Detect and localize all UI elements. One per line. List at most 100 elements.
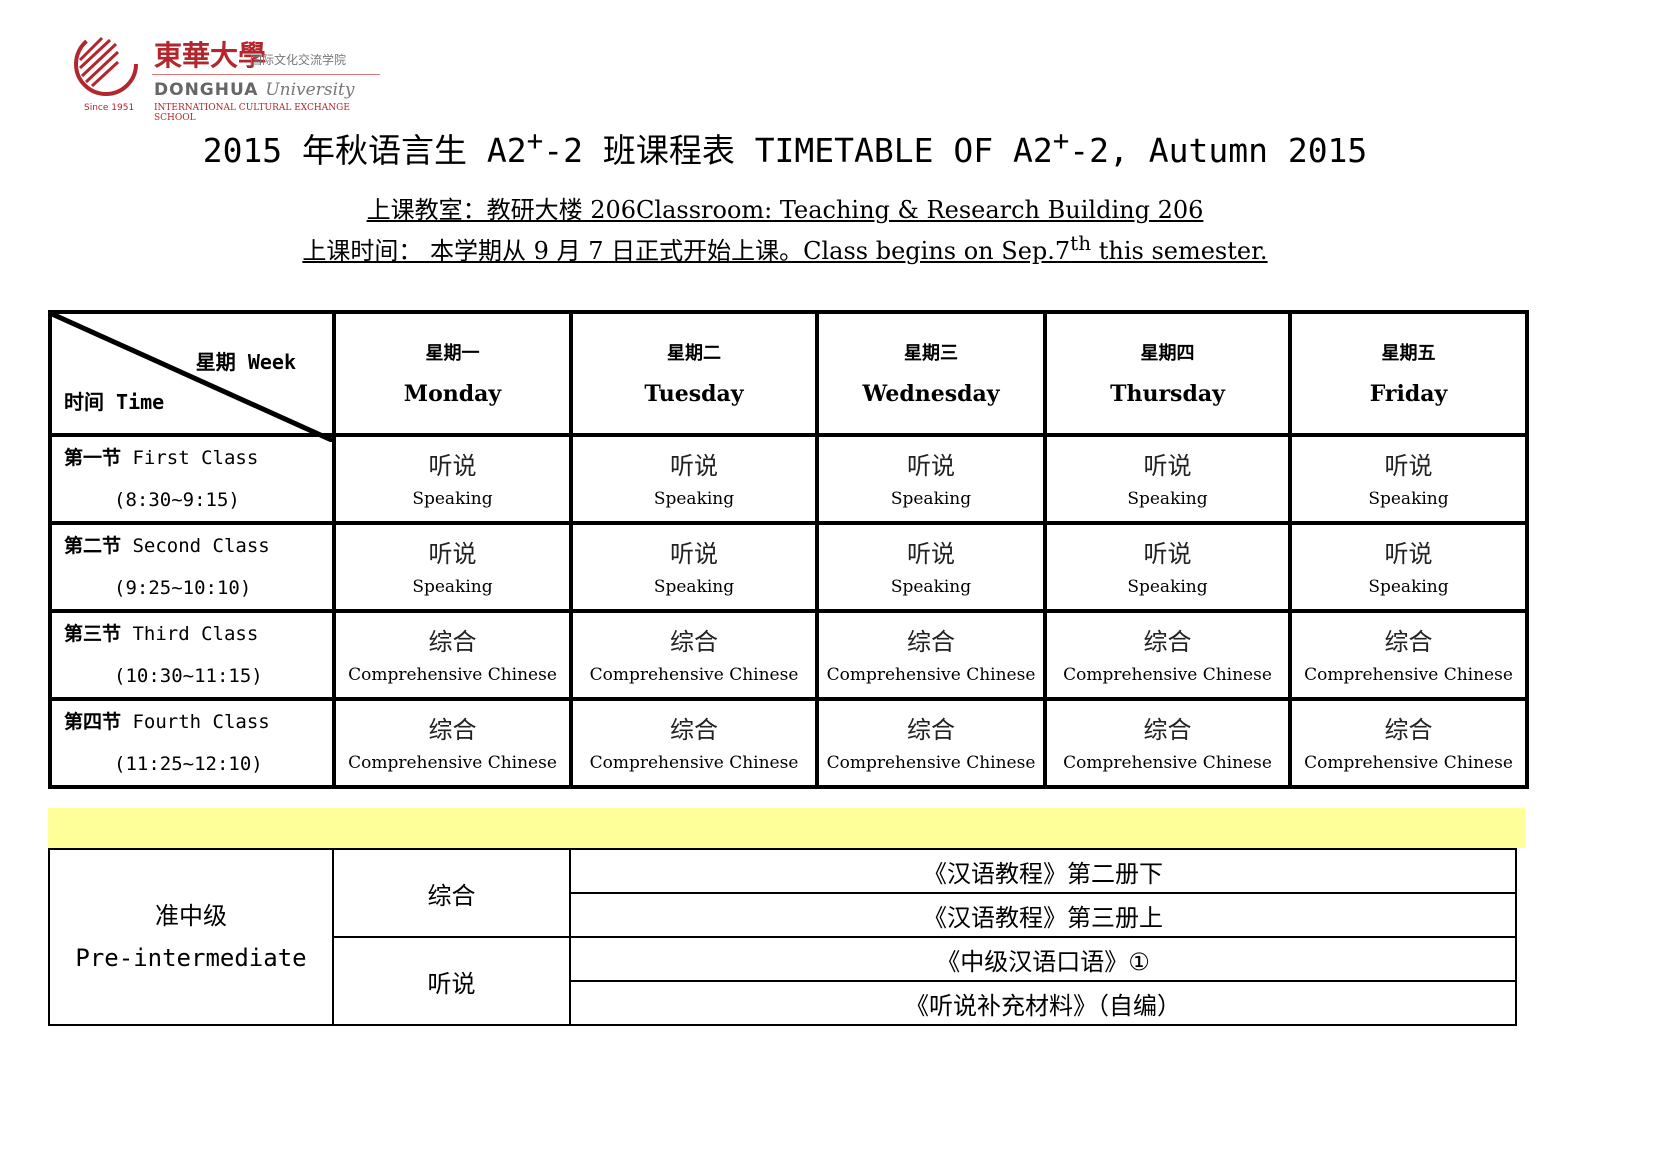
- textbook-cell: 《中级汉语口语》①: [569, 936, 1517, 982]
- corner-cell: 星期 Week 时间 Time: [48, 310, 336, 442]
- period-en: Third Class: [132, 623, 259, 645]
- textbook-cell: 《听说补充材料》（自编）: [569, 980, 1517, 1026]
- period-row: 第四节 Fourth Class (11:25~12:10) 综合 Comprehen…: [48, 697, 1529, 789]
- start-date-line: 上课时间： 本学期从 9 月 7 日正式开始上课。Class begins on…: [0, 231, 1570, 266]
- donghua-logo: Since 1951 東華大學 国际文化交流学院 DONGHUA Univers…: [72, 30, 392, 123]
- course-cn: 综合: [428, 716, 477, 744]
- day-cn: 星期一: [425, 342, 480, 364]
- course-cell: 综合 Comprehensive Chinese: [1288, 609, 1529, 701]
- course-cn: 听说: [1143, 540, 1192, 568]
- period-en: Fourth Class: [132, 711, 270, 733]
- period-label: 第三节 Third Class (10:30~11:15): [48, 609, 336, 701]
- day-en: Monday: [403, 380, 502, 407]
- start-sup: th: [1070, 231, 1092, 255]
- course-cell: 综合 Comprehensive Chinese: [1043, 609, 1292, 701]
- diagonal-line: [52, 314, 336, 442]
- course-cell: 综合 Comprehensive Chinese: [569, 697, 819, 789]
- classroom-text: 上课教室：教研大楼 206Classroom: Teaching & Resea…: [366, 196, 1204, 224]
- day-en: Friday: [1369, 380, 1448, 407]
- logo-school: INTERNATIONAL CULTURAL EXCHANGE SCHOOL: [154, 103, 350, 123]
- header-row: 星期 Week 时间 Time 星期一 Monday 星期二 Tuesday 星期三…: [48, 310, 1529, 442]
- timetable: 星期 Week 时间 Time 星期一 Monday 星期二 Tuesday 星期三…: [48, 310, 1529, 789]
- course-cn: 听说: [907, 540, 955, 568]
- textbook-table: 准中级 Pre-intermediate 综合 《汉语教程》第二册下 《汉语教程》…: [48, 848, 1517, 1026]
- period-label: 第二节 Second Class (9:25~10:10): [48, 521, 336, 613]
- course-en: Speaking: [1368, 489, 1449, 509]
- logo-donghua: DONGHUA: [154, 80, 259, 100]
- university-emblem-icon: [74, 32, 138, 96]
- course-en: Comprehensive Chinese: [589, 753, 799, 773]
- title-sup: +: [526, 125, 544, 157]
- textbook-row: 《听说补充材料》（自编）: [49, 980, 1517, 1026]
- course-cn: 听说: [1384, 540, 1433, 568]
- course-en: Comprehensive Chinese: [1304, 665, 1513, 685]
- course-cn: 综合: [1384, 716, 1433, 744]
- title-part: -2 班课程表 TIMETABLE OF A2: [543, 131, 1053, 170]
- logo-divider: [152, 74, 380, 75]
- period-time: (11:25~12:10): [114, 753, 263, 775]
- course-en: Comprehensive Chinese: [589, 665, 799, 685]
- textbook-cell: 《汉语教程》第二册下: [569, 848, 1517, 894]
- course-cn: 综合: [1384, 628, 1433, 656]
- course-en: Speaking: [890, 577, 972, 597]
- title-sup: +: [1052, 125, 1070, 157]
- day-cn: 星期五: [1381, 342, 1436, 364]
- day-header: 星期二 Tuesday: [569, 310, 819, 437]
- course-en: Comprehensive Chinese: [826, 753, 1036, 773]
- course-en: Comprehensive Chinese: [348, 665, 557, 685]
- course-cell: 综合: [332, 848, 571, 938]
- course-cn: 综合: [907, 628, 955, 656]
- course-en: Speaking: [1368, 577, 1449, 597]
- day-header: 星期五 Friday: [1288, 310, 1529, 437]
- period-cn: 第二节: [64, 535, 122, 557]
- day-cn: 星期三: [904, 342, 958, 364]
- course-cell: 听说 Speaking: [332, 521, 573, 613]
- logo-en-name: DONGHUA University: [154, 80, 354, 100]
- course-cn: 听说: [670, 540, 718, 568]
- course-en: Comprehensive Chinese: [348, 753, 557, 773]
- course-cell: 综合 Comprehensive Chinese: [815, 697, 1047, 789]
- course-cell: 听说 Speaking: [1043, 433, 1292, 525]
- course-cell: 听说: [332, 936, 571, 1026]
- period-time: (9:25~10:10): [114, 577, 252, 599]
- period-label: 第四节 Fourth Class (11:25~12:10): [48, 697, 336, 789]
- period-time: (8:30~9:15): [114, 489, 240, 511]
- course-cn: 听说: [428, 540, 477, 568]
- classroom-line: 上课教室：教研大楼 206Classroom: Teaching & Resea…: [0, 190, 1570, 225]
- course-en: Speaking: [653, 489, 735, 509]
- day-cn: 星期四: [1140, 342, 1195, 364]
- period-cn: 第四节: [64, 711, 122, 733]
- course-cell: 综合 Comprehensive Chinese: [1288, 697, 1529, 789]
- course-cn: 综合: [428, 628, 477, 656]
- day-en: Tuesday: [644, 380, 744, 407]
- course-en: Comprehensive Chinese: [826, 665, 1036, 685]
- course-en: Speaking: [1127, 577, 1208, 597]
- period-row: 第二节 Second Class (9:25~10:10) 听说 Speaking 听说…: [48, 521, 1529, 613]
- course-cn: 综合: [670, 628, 718, 656]
- period-en: Second Class: [132, 535, 270, 557]
- period-cn: 第一节: [64, 447, 122, 469]
- course-cell: 听说 Speaking: [332, 433, 573, 525]
- period-time: (10:30~11:15): [114, 665, 263, 687]
- level-cn: 准中级: [155, 902, 227, 930]
- title-part: 2015 年秋语言生 A2: [202, 131, 527, 170]
- day-header: 星期三 Wednesday: [815, 310, 1047, 437]
- course-en: Speaking: [412, 489, 493, 509]
- textbook-cell: 《汉语教程》第三册上: [569, 892, 1517, 938]
- corner-week: 星期 Week: [195, 350, 296, 374]
- logo-cn-school: 国际文化交流学院: [250, 53, 347, 67]
- course-cell: 听说 Speaking: [569, 521, 819, 613]
- course-en: Speaking: [653, 577, 735, 597]
- start-text-end: this semester.: [1091, 237, 1268, 265]
- corner-time: 时间 Time: [64, 390, 165, 414]
- course-cn: 综合: [1143, 716, 1192, 744]
- day-en: Wednesday: [862, 380, 1000, 407]
- course-cell: 综合 Comprehensive Chinese: [332, 609, 573, 701]
- logo-cn-name: 東華大學: [154, 39, 267, 72]
- course-cell: 综合 Comprehensive Chinese: [569, 609, 819, 701]
- highlight-band: [48, 808, 1525, 848]
- course-cell: 听说 Speaking: [1288, 433, 1529, 525]
- course-cn: 听说: [907, 452, 955, 480]
- course-cell: 听说 Speaking: [1288, 521, 1529, 613]
